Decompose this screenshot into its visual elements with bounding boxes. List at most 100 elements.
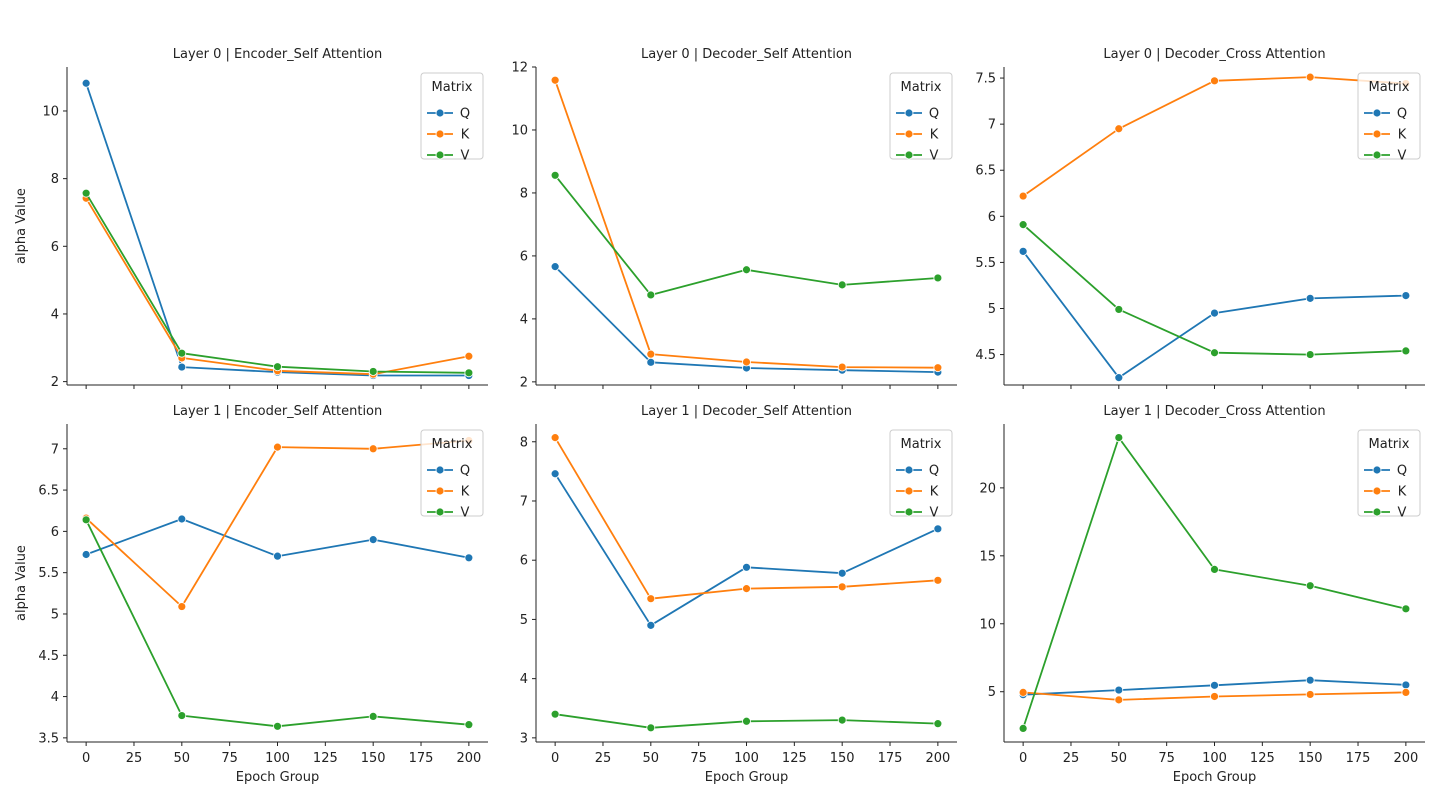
x-tick-label: 150: [1298, 751, 1323, 766]
data-point-K: [550, 433, 560, 443]
legend-label-V: V: [1398, 506, 1407, 521]
legend-label-Q: Q: [1397, 107, 1407, 122]
data-point-V: [933, 273, 943, 283]
legend-title: Matrix: [901, 80, 942, 95]
x-axis-label: Epoch Group: [1173, 770, 1257, 785]
data-point-V: [368, 367, 378, 376]
legend-title: Matrix: [1369, 437, 1410, 452]
data-point-V: [1305, 581, 1315, 591]
y-tick-label: 5: [51, 607, 59, 622]
x-tick-label: 50: [174, 751, 191, 766]
data-point-K: [1114, 695, 1124, 705]
data-point-V: [464, 368, 474, 378]
y-tick-label: 5: [988, 685, 996, 700]
data-point-K: [464, 351, 474, 361]
data-point-V: [273, 362, 282, 372]
legend-label-K: K: [930, 485, 939, 500]
data-point-V: [837, 715, 847, 725]
x-tick-label: 200: [925, 751, 950, 766]
x-tick-label: 25: [126, 751, 143, 766]
panel-4: Layer 1 | Encoder_Self Attention 3.5 4 4.5 5…: [14, 404, 488, 785]
legend-swatch-marker-K: [1372, 129, 1382, 139]
legend-label-V: V: [461, 506, 470, 521]
legend-label-Q: Q: [460, 107, 470, 122]
legend: Matrix QKV: [1357, 429, 1421, 521]
data-point-V: [1114, 305, 1124, 314]
legend: Matrix QKV: [420, 429, 484, 521]
x-tick-label: 200: [1393, 751, 1418, 766]
legend-swatch-marker-K: [904, 486, 914, 496]
data-point-Q: [837, 568, 847, 578]
y-tick-label: 5.5: [975, 256, 996, 271]
data-point-Q: [742, 562, 751, 572]
panel-title: Layer 0 | Decoder_Self Attention: [641, 47, 852, 62]
data-point-K: [933, 363, 943, 373]
legend-label-V: V: [930, 506, 939, 521]
data-point-Q: [1401, 291, 1411, 300]
data-point-Q: [1401, 680, 1411, 690]
legend-swatch-marker-K: [904, 129, 914, 139]
legend-title: Matrix: [1369, 80, 1410, 95]
legend-swatch-marker-V: [435, 507, 445, 517]
x-tick-label: 75: [221, 751, 238, 766]
y-tick-label: 5.5: [38, 566, 59, 581]
legend-label-Q: Q: [1397, 464, 1407, 479]
data-point-V: [1401, 604, 1411, 614]
data-point-V: [1018, 724, 1028, 733]
data-point-K: [273, 442, 282, 452]
y-tick-label: 6.5: [975, 164, 996, 179]
legend: Matrix QKV: [1357, 72, 1421, 164]
y-tick-label: 6: [51, 240, 59, 255]
data-point-K: [1210, 692, 1219, 701]
x-tick-label: 50: [643, 751, 660, 766]
legend-title: Matrix: [432, 80, 473, 95]
x-tick-label: 175: [409, 751, 434, 766]
data-point-Q: [177, 514, 187, 524]
data-point-Q: [1305, 293, 1315, 303]
data-point-V: [1401, 346, 1411, 356]
y-tick-label: 3: [520, 731, 528, 746]
data-point-Q: [273, 551, 282, 561]
data-point-Q: [550, 469, 560, 479]
data-point-V: [464, 720, 474, 730]
legend-swatch-marker-V: [904, 507, 914, 517]
legend-label-Q: Q: [929, 464, 939, 479]
y-tick-label: 6: [520, 249, 528, 264]
x-tick-label: 125: [313, 751, 338, 766]
x-axis-label: Epoch Group: [705, 770, 789, 785]
legend-frame: [889, 429, 953, 517]
data-point-Q: [1114, 373, 1124, 383]
x-tick-label: 125: [782, 751, 807, 766]
data-point-Q: [1210, 308, 1219, 318]
x-tick-label: 200: [456, 751, 481, 766]
legend-swatch-marker-Q: [904, 465, 914, 475]
panel-3: Layer 0 | Decoder_Cross Attention 4.5 5 5.5…: [975, 47, 1425, 389]
legend-swatch-marker-V: [1372, 150, 1382, 160]
y-tick-label: 6: [51, 525, 59, 540]
data-point-V: [1210, 348, 1219, 358]
data-point-Q: [177, 362, 187, 372]
legend-label-Q: Q: [460, 464, 470, 479]
data-point-Q: [933, 524, 943, 534]
panel-6: Layer 1 | Decoder_Cross Attention 5 10 15 20…: [979, 404, 1425, 785]
data-point-K: [646, 349, 656, 359]
x-tick-label: 150: [830, 751, 855, 766]
y-tick-label: 2: [520, 375, 528, 390]
y-axis-label: alpha Value: [14, 545, 29, 621]
y-tick-label: 7.5: [975, 72, 996, 87]
y-tick-label: 7: [988, 118, 996, 133]
panel-title: Layer 0 | Decoder_Cross Attention: [1103, 47, 1325, 62]
data-point-Q: [1018, 246, 1028, 256]
y-tick-label: 2: [51, 375, 59, 390]
legend-label-K: K: [461, 128, 470, 143]
y-tick-label: 10: [979, 617, 996, 632]
data-point-V: [177, 348, 187, 358]
legend-swatch-marker-Q: [435, 465, 445, 475]
y-tick-label: 4.5: [38, 649, 59, 664]
y-tick-label: 4: [520, 672, 528, 687]
legend-title: Matrix: [901, 437, 942, 452]
legend-swatch-marker-Q: [1372, 465, 1382, 475]
x-tick-label: 0: [82, 751, 90, 766]
data-point-Q: [550, 262, 560, 272]
x-tick-label: 0: [1019, 751, 1027, 766]
